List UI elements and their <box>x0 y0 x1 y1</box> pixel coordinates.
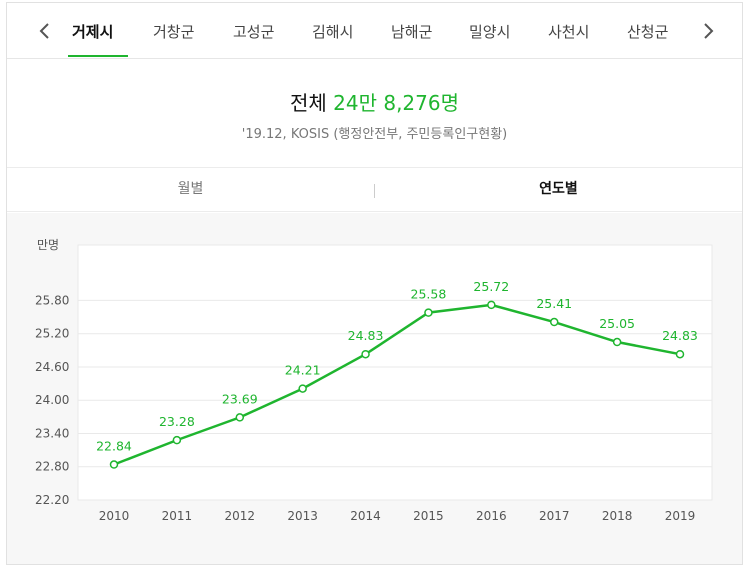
tab-namhae[interactable]: 남해군 <box>391 23 433 41</box>
data-point <box>424 308 433 317</box>
data-label: 24.83 <box>662 328 698 343</box>
data-label: 25.72 <box>473 279 509 294</box>
x-tick-label: 2012 <box>225 509 256 523</box>
period-tab-divider <box>374 184 375 198</box>
tab-geochang[interactable]: 거창군 <box>153 23 195 41</box>
y-tick-label: 25.20 <box>35 327 69 341</box>
population-line-chart: 만명 22.20 22.80 23.40 24.00 24.60 25.20 25.80 20… <box>35 238 713 523</box>
tab-yearly[interactable]: 연도별 <box>539 181 578 197</box>
y-tick-label: 22.80 <box>35 460 69 474</box>
x-tick-label: 2017 <box>539 509 570 523</box>
data-label: 23.28 <box>159 414 195 429</box>
data-label: 25.58 <box>411 287 447 302</box>
y-axis-unit: 만명 <box>37 238 59 252</box>
total-value: 24만 8,276명 <box>333 91 460 115</box>
data-label: 24.21 <box>285 363 321 378</box>
data-point <box>675 349 685 359</box>
data-point <box>612 337 622 347</box>
population-summary: 전체 24만 8,276명 '19.12, KOSIS (행정안전부, 주민등록… <box>7 60 742 168</box>
data-point <box>109 460 119 469</box>
data-label: 24.83 <box>348 328 384 343</box>
chart-area: 만명 22.20 22.80 23.40 24.00 24.60 25.20 25.80 20… <box>7 213 742 564</box>
y-tick-label: 24.00 <box>35 393 69 407</box>
data-label: 25.41 <box>536 296 572 311</box>
plot-background <box>77 244 713 501</box>
total-population: 전체 24만 8,276명 <box>7 87 742 116</box>
total-label: 전체 <box>289 91 327 115</box>
tab-monthly[interactable]: 월별 <box>177 181 204 197</box>
active-tab-indicator <box>68 55 128 57</box>
data-point <box>235 413 245 422</box>
data-label: 22.84 <box>96 439 132 454</box>
region-tabs: 거제시 거창군 고성군 김해시 남해군 밀양시 사천시 산청군 <box>7 3 742 59</box>
data-point <box>172 435 182 445</box>
x-tick-label: 2016 <box>476 509 507 523</box>
data-point <box>298 384 307 393</box>
y-tick-label: 24.60 <box>35 360 69 374</box>
x-tick-label: 2013 <box>287 509 318 523</box>
data-point <box>361 349 370 359</box>
y-tick-label: 23.40 <box>35 426 69 440</box>
series-line <box>113 303 681 466</box>
population-widget: 거제시 거창군 고성군 김해시 남해군 밀양시 사천시 산청군 전체 24만 8… <box>6 2 743 565</box>
x-tick-label: 2015 <box>413 509 444 523</box>
tab-gimhae[interactable]: 김해시 <box>312 23 354 41</box>
data-point <box>487 300 496 310</box>
x-tick-label: 2019 <box>665 509 696 523</box>
data-point <box>549 317 559 327</box>
x-tick-label: 2010 <box>99 509 130 523</box>
tab-geoje[interactable]: 거제시 <box>72 23 114 41</box>
period-tabs: 월별 연도별 <box>7 168 742 212</box>
tab-goseong[interactable]: 고성군 <box>233 23 275 41</box>
y-tick-label: 25.80 <box>35 293 69 307</box>
x-tick-label: 2018 <box>602 509 633 523</box>
x-tick-label: 2011 <box>162 509 193 523</box>
tab-sacheon[interactable]: 사천시 <box>548 23 590 41</box>
next-arrow-icon[interactable] <box>697 19 719 43</box>
y-tick-label: 22.20 <box>35 493 69 507</box>
prev-arrow-icon[interactable] <box>34 19 56 43</box>
x-tick-label: 2014 <box>350 509 381 523</box>
tab-miryang[interactable]: 밀양시 <box>469 23 511 41</box>
data-label: 23.69 <box>222 391 258 406</box>
data-label: 25.05 <box>599 316 635 331</box>
data-source: '19.12, KOSIS (행정안전부, 주민등록인구현황) <box>241 127 508 142</box>
tab-sancheong[interactable]: 산청군 <box>627 23 669 41</box>
